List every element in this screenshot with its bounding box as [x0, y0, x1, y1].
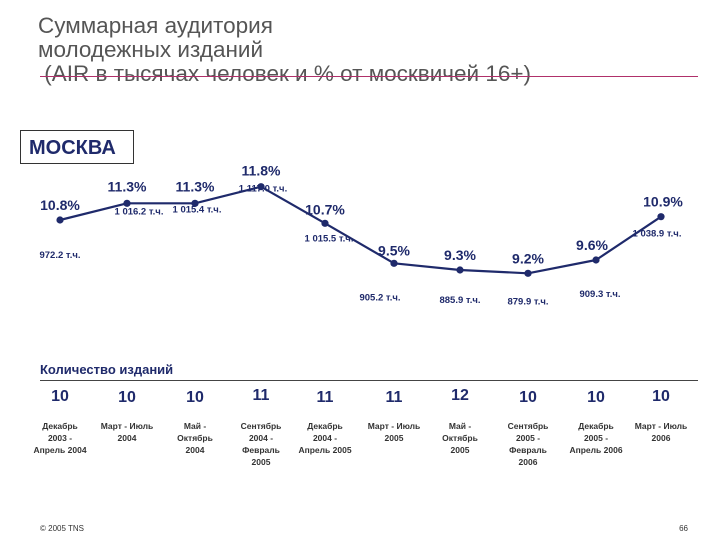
x-tick-label: Март - Июль 2005	[368, 421, 421, 443]
percent-data-label: 10.7%	[305, 201, 345, 217]
absolute-data-label: 1 016.2 т.ч.	[115, 206, 164, 217]
x-tick-label: Сентябрь 2005 -Февраль 2006	[508, 421, 549, 467]
absolute-data-label: 909.3 т.ч.	[579, 289, 620, 300]
absolute-data-label: 885.9 т.ч.	[439, 295, 480, 306]
percent-data-label: 9.5%	[378, 242, 410, 258]
publication-count-value: 10	[587, 389, 605, 406]
percent-data-label: 9.3%	[444, 247, 476, 263]
absolute-data-label: 1 038.9 т.ч.	[633, 229, 682, 240]
data-point	[456, 266, 464, 274]
x-tick-label: Март - Июль 2004	[101, 421, 154, 443]
data-point	[56, 216, 64, 224]
data-point	[123, 199, 131, 207]
absolute-data-label: 1 015.4 т.ч.	[173, 204, 222, 215]
x-tick-label: Декабрь 2004 -Апрель 2005	[298, 421, 351, 455]
publication-count-value: 11	[386, 389, 403, 406]
publication-count-divider	[40, 380, 698, 381]
percent-data-label: 10.9%	[643, 194, 683, 210]
publication-count-value: 10	[186, 389, 204, 406]
data-point	[191, 199, 199, 207]
x-tick-label: Сентябрь 2004 -Февраль 2005	[241, 421, 282, 467]
absolute-data-label: 1 015.5 т.ч.	[305, 233, 354, 244]
publication-count-value: 10	[652, 388, 670, 405]
x-tick-label: Декабрь 2005 -Апрель 2006	[569, 421, 622, 455]
publication-count-title: Количество изданий	[40, 362, 174, 377]
x-tick-label: Декабрь 2003 -Апрель 2004	[33, 421, 86, 455]
percent-data-label: 9.6%	[576, 237, 608, 253]
absolute-data-label: 1 117.0 т.ч.	[239, 184, 287, 195]
data-point	[321, 219, 329, 227]
title-line-3: (AIR в тысячах человек и % от москвичей …	[38, 61, 532, 86]
percent-data-label: 11.3%	[108, 178, 147, 194]
absolute-data-label: 972.2 т.ч.	[39, 250, 80, 261]
publication-count-value: 11	[317, 389, 334, 406]
percent-data-label: 11.3%	[176, 178, 215, 194]
title-line-2: молодежных изданий	[38, 37, 264, 62]
data-point	[390, 259, 398, 267]
region-label: МОСКВА	[20, 130, 134, 164]
series-line	[59, 185, 662, 275]
data-point	[257, 183, 265, 191]
title-line-1: Суммарная аудитория	[38, 13, 273, 38]
publication-count-value: 11	[253, 387, 270, 404]
data-point	[524, 269, 532, 277]
percent-data-label: 11.8%	[242, 163, 281, 179]
publication-count-value: 10	[519, 389, 537, 406]
publication-count-value: 12	[451, 387, 469, 404]
publication-count-value: 10	[118, 389, 136, 406]
percent-data-label: 9.2%	[512, 250, 544, 266]
data-point	[592, 256, 600, 264]
absolute-data-label: 879.9 т.ч.	[507, 296, 548, 307]
absolute-data-label: 905.2 т.ч.	[359, 292, 400, 303]
page-number: 66	[679, 524, 688, 533]
percent-data-label: 10.8%	[40, 197, 80, 213]
x-tick-label: Март - Июль 2006	[635, 421, 688, 443]
copyright-text: © 2005 TNS	[40, 524, 84, 533]
x-tick-label: Май -Октябрь 2004	[177, 421, 213, 455]
x-tick-label: Май -Октябрь 2005	[442, 421, 478, 455]
data-point	[657, 213, 665, 221]
publication-count-value: 10	[51, 388, 69, 405]
title-underline	[40, 76, 698, 77]
slide-title: Суммарная аудитория молодежных изданий (…	[38, 14, 698, 86]
